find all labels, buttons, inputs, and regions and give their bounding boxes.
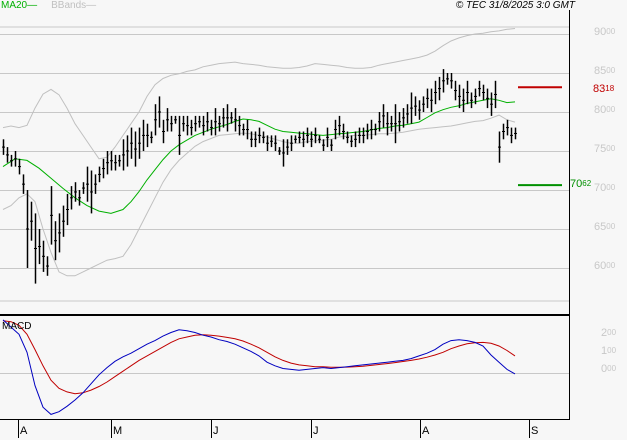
macd-line [2, 319, 516, 415]
macd-signal-line [2, 320, 516, 395]
legend-ma20: MA20— [1, 0, 38, 11]
month-label: J [213, 425, 219, 437]
price-axis-label: 7000 [594, 182, 616, 194]
price-axis-label: 6000 [594, 260, 616, 272]
month-label: A [422, 425, 430, 437]
month-label: J [313, 425, 319, 437]
price-axis-label: 7500 [594, 143, 616, 155]
resistance-label: 8318 [593, 83, 615, 96]
macd-axis-label: 000 [601, 363, 617, 375]
copyright-timestamp: © TEC 31/8/2025 3:0 GMT [455, 0, 575, 11]
month-label: S [531, 425, 539, 437]
ma20-line [2, 98, 516, 214]
legend-bbands: BBands— [51, 0, 97, 11]
macd-axis-label: 100 [601, 345, 617, 357]
month-label: M [113, 425, 123, 437]
month-label: A [20, 425, 28, 437]
macd-panel-title: MACD [2, 321, 32, 332]
bband-upper-line [2, 28, 516, 160]
chart-legend: MA20— BBands— [1, 0, 96, 12]
support-label: 7062 [570, 178, 592, 191]
macd-axis-label: 200 [601, 327, 617, 339]
price-axis-label: 8500 [594, 65, 616, 77]
price-axis-label: 9000 [594, 26, 616, 38]
price-axis-label: 8000 [594, 104, 616, 116]
price-axis-label: 6500 [594, 221, 616, 233]
